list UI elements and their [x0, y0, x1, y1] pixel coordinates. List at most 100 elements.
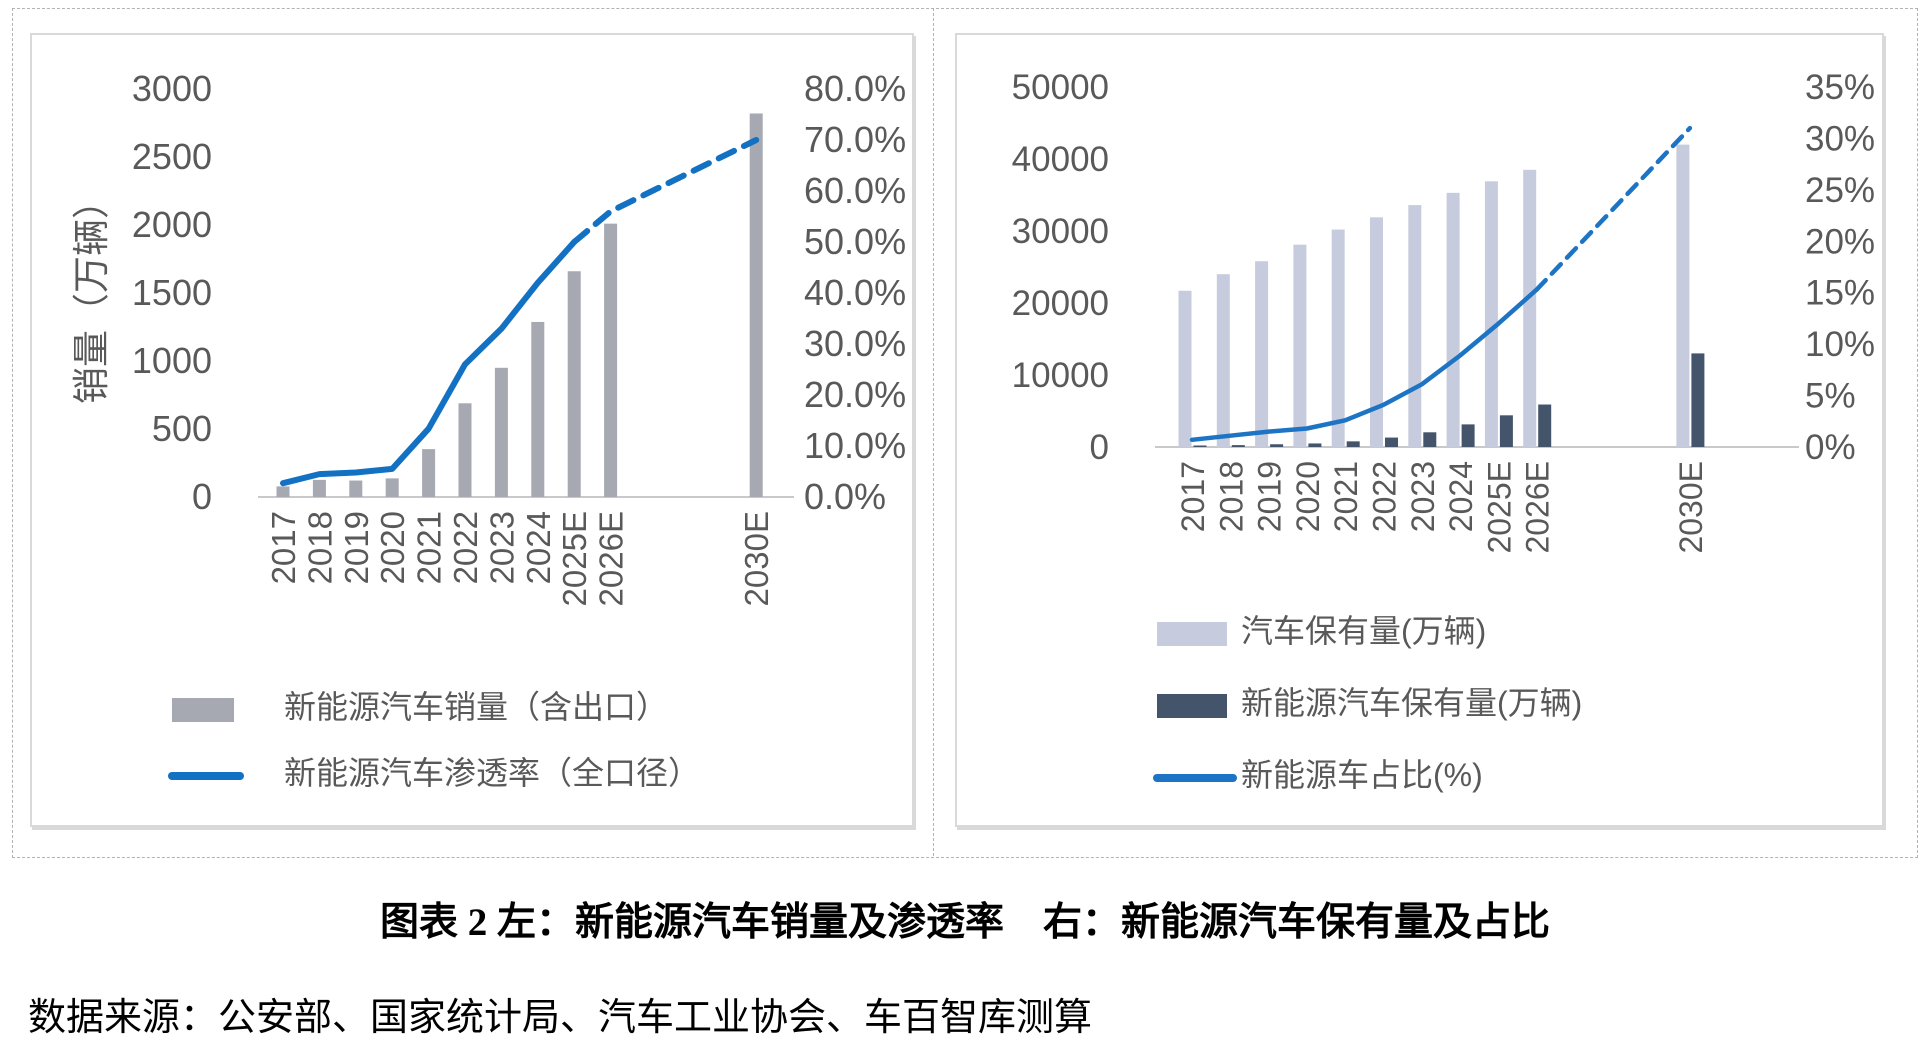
x-axis-label-2025E: 2025E	[1481, 461, 1517, 554]
bar-2018	[1216, 274, 1230, 447]
left-axis-tick-label: 0	[1090, 428, 1109, 467]
right-chart-svg: 0 10000 20000 30000 40000 50000 0% 5% 10% 15% 20% 2…	[1012, 68, 1875, 793]
x-axis-label-2018: 2018	[1213, 461, 1249, 532]
bar-2023	[1408, 205, 1422, 447]
bar-2025E	[1499, 415, 1513, 447]
bar-2030E	[1676, 144, 1690, 447]
left-axis-tick-label: 0	[192, 476, 212, 517]
bar-2025E	[1484, 181, 1498, 447]
legend-label: 新能源汽车渗透率（全口径）	[284, 755, 700, 791]
y-axis-title: 销量（万辆）	[71, 182, 112, 404]
bar-2026E	[1523, 169, 1537, 448]
figure-source: 数据来源：公安部、国家统计局、汽车工业协会、车百智库测算	[28, 997, 1093, 1039]
bar-2019	[349, 480, 363, 497]
x-axis-label-2024: 2024	[1443, 461, 1479, 532]
line-solid-segment	[280, 239, 578, 487]
left-axis-tick-label: 50000	[1012, 68, 1109, 107]
x-axis-label-2024: 2024	[520, 511, 557, 584]
line-solid-segment	[1189, 287, 1539, 443]
left-axis-tick-label: 2000	[132, 204, 212, 245]
bar-2021	[422, 449, 436, 497]
left-axis-tick-label: 20000	[1012, 284, 1109, 323]
x-axis-label-2022: 2022	[447, 511, 484, 584]
right-axis-tick-label: 0.0%	[804, 476, 886, 517]
legend-label: 新能源汽车保有量(万辆)	[1241, 685, 1582, 721]
left-axis-tick-label: 500	[152, 408, 212, 449]
right-axis-tick-label: 40.0%	[804, 272, 906, 313]
x-axis-label-2026E: 2026E	[1520, 461, 1556, 554]
left-axis-tick-label: 2500	[132, 136, 212, 177]
right-axis-tick-label: 20.0%	[804, 374, 906, 415]
x-axis-label-2023: 2023	[1405, 461, 1441, 532]
panel-divider	[933, 8, 934, 856]
bar-2030E	[749, 113, 763, 497]
x-axis-label-2017: 2017	[265, 511, 302, 584]
right-axis-tick-label: 30%	[1805, 119, 1875, 158]
x-axis-label-2022: 2022	[1367, 461, 1403, 532]
x-axis-label-2018: 2018	[301, 511, 338, 584]
x-axis-label-2020: 2020	[374, 511, 411, 584]
bar-2018	[1231, 445, 1245, 447]
bar-2023	[494, 367, 508, 497]
bar-2017	[1178, 290, 1192, 447]
x-axis-label-2023: 2023	[483, 511, 520, 584]
bar-2022	[458, 403, 472, 497]
x-axis-label-2030E: 2030E	[738, 511, 775, 606]
bar-2024	[1446, 192, 1460, 447]
right-chart-panel: 0 10000 20000 30000 40000 50000 0% 5% 10% 15% 20% 2…	[955, 33, 1884, 827]
bar-2019	[1255, 261, 1269, 447]
left-axis-tick-label: 30000	[1012, 212, 1109, 251]
right-axis-tick-label: 10.0%	[804, 425, 906, 466]
line-dashed-segment	[571, 137, 760, 245]
bar-2025E	[567, 271, 581, 497]
bar-2024	[1461, 424, 1475, 447]
right-axis-tick-label: 25%	[1805, 171, 1875, 210]
bar-2021	[1331, 229, 1345, 447]
left-axis-tick-label: 1500	[132, 272, 212, 313]
bar-2021	[1346, 441, 1360, 447]
bar-2017	[276, 486, 290, 497]
figure-caption: 图表 2 左：新能源汽车销量及渗透率 右：新能源汽车保有量及占比	[379, 901, 1550, 944]
right-axis-tick-label: 30.0%	[804, 323, 906, 364]
right-axis-tick-label: 35%	[1805, 68, 1875, 107]
bar-2024	[531, 321, 545, 497]
right-axis-tick-label: 80.0%	[804, 68, 906, 109]
right-axis-tick-label: 70.0%	[804, 119, 906, 160]
right-axis-tick-label: 50.0%	[804, 221, 906, 262]
bar-2026E	[1538, 404, 1552, 447]
legend-label: 新能源车占比(%)	[1241, 757, 1483, 793]
bar-2023	[1423, 432, 1437, 447]
legend-swatch-bar	[1157, 622, 1227, 646]
right-axis-tick-label: 5%	[1805, 377, 1856, 416]
bar-2026E	[604, 223, 618, 497]
bar-2020	[1308, 443, 1322, 447]
bar-2017	[1193, 445, 1207, 447]
figure-frame	[12, 8, 1918, 858]
x-axis-label-2021: 2021	[411, 511, 448, 584]
left-chart-panel: 0 500 1000 1500 2000 2500 3000 0.0% 10.0% 20.0% 30…	[30, 33, 914, 827]
bar-2022	[1370, 217, 1383, 447]
bar-2020	[1293, 244, 1307, 447]
x-axis-label-2025E: 2025E	[556, 511, 593, 606]
bar-2022	[1385, 437, 1398, 447]
x-axis-label-2026E: 2026E	[593, 511, 630, 606]
left-axis-tick-label: 10000	[1012, 356, 1109, 395]
left-axis-tick-label: 3000	[132, 68, 212, 109]
right-axis-tick-label: 15%	[1805, 274, 1875, 313]
legend-label: 汽车保有量(万辆)	[1241, 613, 1486, 649]
bar-2030E	[1691, 353, 1705, 447]
left-axis-tick-label: 1000	[132, 340, 212, 381]
legend-swatch-bar	[172, 698, 234, 722]
bar-2018	[312, 479, 326, 497]
x-axis-label-2019: 2019	[338, 511, 375, 584]
bar-2019	[1270, 444, 1284, 447]
right-axis-tick-label: 10%	[1805, 325, 1875, 364]
right-axis-tick-label: 0%	[1805, 428, 1856, 467]
x-axis-label-2017: 2017	[1175, 461, 1211, 532]
x-axis-label-2030E: 2030E	[1673, 461, 1709, 554]
left-chart-svg: 0 500 1000 1500 2000 2500 3000 0.0% 10.0% 20.0% 30…	[71, 68, 906, 791]
right-axis-tick-label: 60.0%	[804, 170, 906, 211]
bar-2020	[385, 478, 399, 497]
legend-swatch-bar	[1157, 694, 1227, 718]
x-axis-label-2020: 2020	[1290, 461, 1326, 532]
